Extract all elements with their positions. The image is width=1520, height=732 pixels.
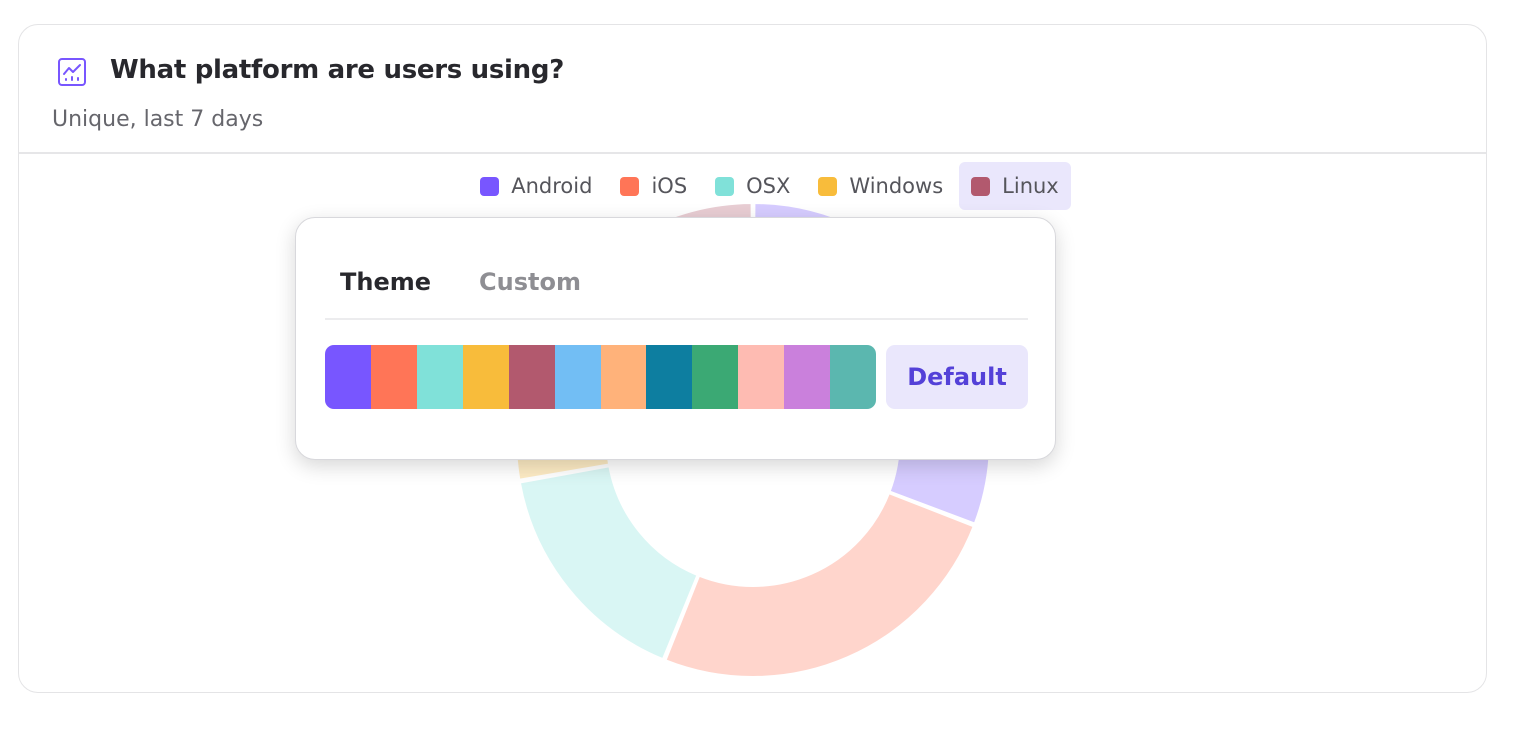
tab-custom[interactable]: Custom [479, 268, 581, 296]
legend-swatch [620, 176, 640, 196]
palette-swatch[interactable] [738, 345, 785, 409]
palette-swatch[interactable] [325, 345, 371, 409]
palette-swatch[interactable] [370, 345, 417, 409]
legend-swatch [818, 176, 838, 196]
chart-legend: Android iOS OSX Windows Linux [19, 162, 1486, 210]
chart-title: What platform are users using? [110, 55, 564, 85]
palette-swatch[interactable] [692, 345, 739, 409]
palette-swatch[interactable] [646, 345, 693, 409]
palette-swatch[interactable] [462, 345, 509, 409]
palette-swatch[interactable] [830, 345, 876, 409]
theme-palette[interactable] [325, 345, 876, 409]
palette-swatch[interactable] [784, 345, 831, 409]
donut-slice-ios[interactable] [664, 492, 975, 678]
legend-swatch [480, 176, 500, 196]
color-picker-popup: Theme Custom Default [295, 217, 1056, 460]
palette-swatch[interactable] [416, 345, 463, 409]
legend-item-ios[interactable]: iOS [608, 162, 699, 210]
legend-item-android[interactable]: Android [468, 162, 604, 210]
legend-label: OSX [746, 174, 791, 198]
palette-swatch[interactable] [600, 345, 647, 409]
legend-swatch [715, 176, 735, 196]
chart-subtitle: Unique, last 7 days [52, 107, 264, 132]
tab-theme[interactable]: Theme [340, 268, 432, 296]
tab-divider [325, 318, 1028, 320]
line-chart-icon [58, 58, 86, 86]
default-button[interactable]: Default [886, 345, 1028, 409]
legend-label: iOS [651, 174, 688, 198]
legend-label: Linux [1002, 174, 1059, 198]
legend-label: Android [511, 174, 593, 198]
legend-item-linux[interactable]: Linux [959, 162, 1071, 210]
legend-item-osx[interactable]: OSX [703, 162, 802, 210]
palette-swatch[interactable] [508, 345, 555, 409]
legend-label: Windows [849, 174, 944, 198]
header-divider [19, 152, 1486, 154]
palette-swatch[interactable] [554, 345, 601, 409]
donut-slice-osx[interactable] [518, 465, 699, 661]
legend-swatch [971, 176, 991, 196]
legend-item-windows[interactable]: Windows [806, 162, 955, 210]
